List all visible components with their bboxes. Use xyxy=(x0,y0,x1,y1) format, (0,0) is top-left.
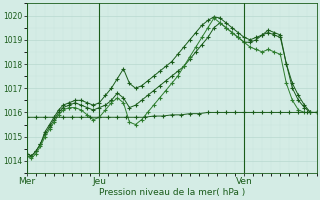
X-axis label: Pression niveau de la mer( hPa ): Pression niveau de la mer( hPa ) xyxy=(99,188,245,197)
